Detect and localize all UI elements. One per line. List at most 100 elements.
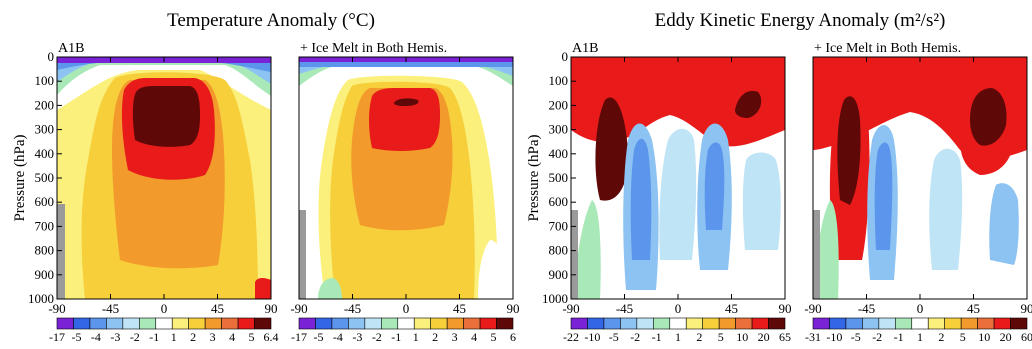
y-tick-label: 900 [549,267,569,282]
colorbar-label: 5 [491,330,497,344]
colorbar-swatch [845,317,863,330]
colorbar-label: 20 [1000,330,1012,344]
x-tick-label: -45 [858,301,875,316]
contour-white-se [478,240,506,299]
x-tick-label: 90 [1021,301,1032,316]
colorbar-label: -17 [291,330,307,344]
colorbar-swatch [911,317,929,330]
colorbar-label: 2 [938,330,944,344]
x-tick-label: -90 [804,301,821,316]
colorbar-swatch [139,317,157,330]
x-tick-label: -90 [290,301,307,316]
y-tick-label: 900 [35,267,55,282]
colorbar-swatch [237,317,255,330]
contour-max-east [735,90,762,118]
y-axis-label-eke: Pressure (hPa) [526,134,542,221]
eke-icemelt-contours [813,57,1027,299]
y-tick-label: 100 [549,73,569,88]
x-tick-label: 0 [161,301,168,316]
x-tick-label: 0 [917,301,924,316]
colorbar-swatch [960,317,978,330]
colorbar-label: 1 [917,330,923,344]
terrain-mask [571,210,578,299]
colorbar-swatch [122,317,140,330]
colorbar-label: 2 [432,330,438,344]
contour-lightblue-2 [989,183,1019,265]
x-tick-label: -45 [102,301,119,316]
colorbar-swatch [768,317,786,330]
contour-max [132,86,200,147]
colorbar-swatch [298,317,316,330]
y-tick-label: 1000 [542,291,568,306]
colorbar-swatch [188,317,206,330]
colorbar-label: 20 [758,330,770,344]
colorbar-label: 4 [229,330,235,344]
temperature-icemelt-panel: + Ice Melt in Both Hemis. -90 -45 0 45 90 -1… [290,41,519,344]
colorbar-swatch [993,317,1011,330]
colorbar-swatch [254,317,272,330]
colorbar-label: -5 [609,330,619,344]
colorbar-label: -17 [49,330,65,344]
contour-pale-1 [659,128,697,260]
colorbar-label: 2 [190,330,196,344]
colorbar-label: 2 [696,330,702,344]
colorbar-label: 65 [779,330,791,344]
y-tick-label: 300 [549,122,569,137]
contour-green [815,200,839,299]
x-tick-label: -90 [48,301,65,316]
colorbar-eke-a1b: -22 -10 -5 -2 -1 1 2 5 10 20 65 [563,317,791,344]
colorbar-swatch [381,317,399,330]
y-ticks-temp-a1b: 0 100 200 300 400 500 600 700 800 900 1000 [28,49,62,306]
colorbar-label: -1 [391,330,401,344]
y-tick-label: 700 [35,218,55,233]
y-tick-label: 0 [562,49,569,64]
contour-lightblue-3 [742,152,781,250]
terrain-mask [57,204,65,299]
colorbar-label: -5 [71,330,81,344]
y-tick-label: 1000 [28,291,54,306]
x-ticks-eke-a1b: -90 -45 0 45 90 [562,57,792,316]
contour-5-6 [369,88,440,151]
colorbar-label: -31 [805,330,821,344]
colorbar-swatch [751,317,769,330]
panel-label-eke-icemelt: + Ice Melt in Both Hemis. [814,41,961,56]
colorbar-label: 10 [736,330,748,344]
colorbar-label: 6 [510,330,516,344]
colorbar-label: -10 [826,330,842,344]
colorbar-label: 60 [1021,330,1032,344]
contour-green [575,200,601,299]
colorbar-swatch [620,317,638,330]
colorbar-swatch [587,317,605,330]
colorbar-swatch [702,317,720,330]
colorbar-label: 1 [171,330,177,344]
colorbar-swatch [348,317,366,330]
colorbar-temp-a1b: -17 -5 -4 -3 -2 -1 1 2 3 4 5 6.4 [49,317,279,344]
temperature-title: Temperature Anomaly (°C) [167,10,375,31]
x-tick-label: 0 [403,301,410,316]
colorbar-swatch [204,317,222,330]
contour-max-east [970,88,1007,146]
colorbar-swatch [496,317,514,330]
y-axis-label-temperature: Pressure (hPa) [12,134,28,221]
x-tick-label: 45 [967,301,980,316]
x-tick-label: 45 [725,301,738,316]
contour-pale-1 [929,148,963,270]
terrain-mask [813,210,820,299]
contour-corner [255,278,271,299]
colorbar-label: -2 [372,330,382,344]
colorbar-swatch [397,317,415,330]
colorbar-swatch [106,317,124,330]
contour-blue-2 [704,142,725,230]
colorbar-swatch [669,317,687,330]
colorbar-label: -1 [894,330,904,344]
eke-icemelt-panel: + Ice Melt in Both Hemis. -90 -45 0 45 90 -3… [804,41,1032,344]
colorbar-swatch [718,317,736,330]
contour-max-west [837,96,861,205]
y-tick-label: 400 [35,146,55,161]
eke-title: Eddy Kinetic Energy Anomaly (m²/s²) [655,10,946,31]
colorbar-label: -5 [851,330,861,344]
y-tick-label: 0 [48,49,55,64]
y-tick-label: 700 [549,218,569,233]
contour-white-top [57,57,271,110]
